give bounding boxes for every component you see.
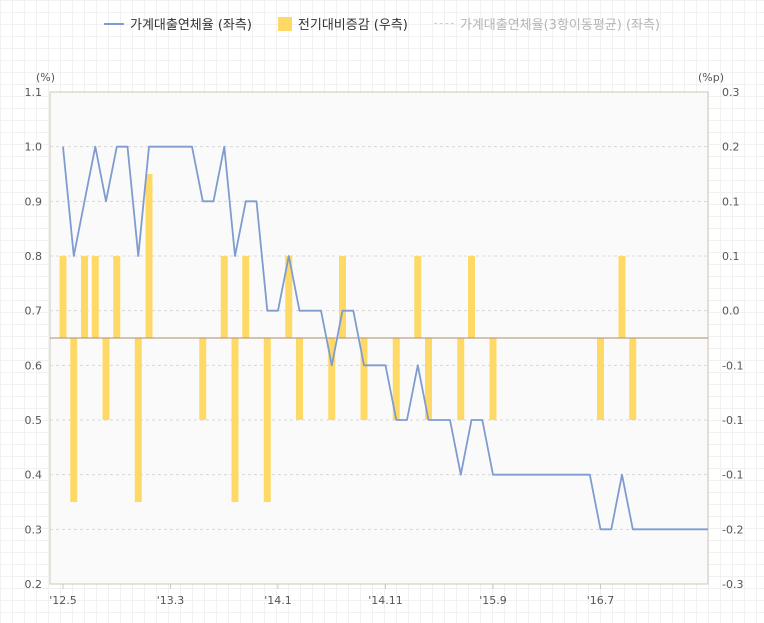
x-tick-label: '16.7: [587, 594, 615, 607]
change-bar: [102, 338, 110, 420]
right-tick-label: 0.2: [722, 141, 740, 154]
left-tick-label: 1.0: [25, 141, 43, 154]
change-bar: [220, 256, 228, 338]
change-bar: [231, 338, 239, 502]
change-bar: [328, 338, 336, 420]
change-bar: [339, 256, 346, 338]
change-bar: [199, 338, 207, 420]
left-tick-label: 0.3: [25, 523, 43, 536]
change-bar: [597, 338, 604, 420]
change-bar: [59, 256, 67, 338]
left-tick-label: 0.4: [25, 469, 43, 482]
left-tick-label: 0.2: [25, 578, 43, 591]
right-tick-label: 0.0: [722, 305, 740, 318]
right-tick-label: 0.3: [722, 86, 740, 99]
left-tick-label: 0.5: [25, 414, 43, 427]
legend-item-delinquency-rate[interactable]: 가계대출연체율 (좌측): [103, 14, 252, 33]
right-tick-label: -0.1: [722, 359, 743, 372]
change-bar: [296, 338, 303, 420]
left-tick-label: 0.9: [25, 195, 43, 208]
change-bar: [134, 338, 142, 502]
x-tick-label: '14.1: [264, 594, 292, 607]
change-bar: [360, 338, 368, 420]
change-bar: [70, 338, 78, 502]
x-tick-label: '12.5: [49, 594, 77, 607]
change-bar: [618, 256, 626, 338]
change-bar: [263, 338, 271, 502]
x-tick-label: '13.3: [157, 594, 185, 607]
x-tick-label: '14.11: [368, 594, 403, 607]
legend-item-moving-average[interactable]: 가계대출연체율(3항이동평균) (좌측): [433, 14, 661, 33]
change-bar: [629, 338, 637, 420]
right-tick-label: -0.2: [722, 523, 743, 536]
right-axis-unit: (%p): [698, 71, 724, 84]
change-bar: [81, 256, 88, 338]
change-bar: [242, 256, 250, 338]
change-bar: [145, 174, 153, 338]
left-tick-label: 0.8: [25, 250, 43, 263]
right-tick-label: -0.1: [722, 414, 743, 427]
change-bar: [91, 256, 99, 338]
left-tick-label: 1.1: [25, 86, 43, 99]
change-bar: [489, 338, 497, 420]
legend-label-moving-average: 가계대출연체율(3항이동평균) (좌측): [459, 18, 661, 33]
change-bar: [414, 256, 422, 338]
change-bar: [285, 256, 293, 338]
change-bar: [425, 338, 432, 420]
right-tick-label: -0.3: [722, 578, 743, 591]
right-tick-label: 0.1: [722, 250, 740, 263]
change-bar: [392, 338, 400, 420]
left-tick-label: 0.6: [25, 359, 43, 372]
legend-label-delinquency-rate: 가계대출연체율 (좌측): [129, 18, 252, 33]
left-tick-label: 0.7: [25, 305, 43, 318]
legend-label-change: 전기대비증감 (우측): [297, 18, 408, 33]
delinquency-rate-line: [62, 145, 708, 531]
legend-item-change[interactable]: 전기대비증감 (우측): [277, 14, 408, 33]
right-tick-label: 0.1: [722, 195, 740, 208]
change-bar: [468, 256, 475, 338]
x-tick-label: '15.9: [479, 594, 507, 607]
legend-line-swatch: [103, 22, 124, 25]
right-tick-label: -0.1: [722, 469, 743, 482]
left-axis-unit: (%): [36, 71, 55, 84]
chart-legend: 가계대출연체율 (좌측) 전기대비증감 (우측) 가계대출연체율(3항이동평균)…: [0, 14, 764, 33]
legend-bar-swatch: [277, 16, 292, 31]
change-bar: [113, 256, 121, 338]
change-bar: [457, 338, 465, 420]
legend-dash-swatch: [433, 23, 454, 24]
